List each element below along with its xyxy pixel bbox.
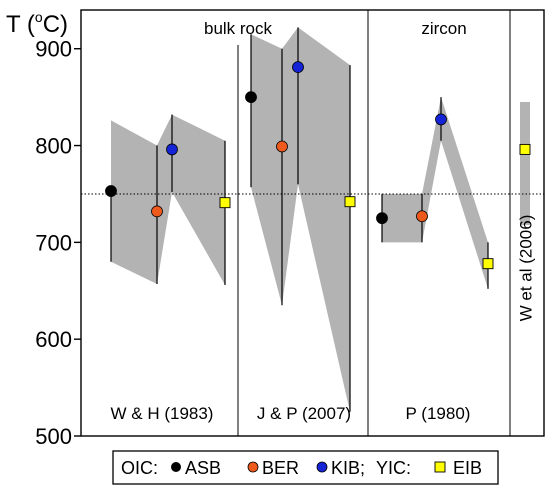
data-point-eib-panel-4	[519, 143, 531, 155]
legend-label-kib: KIB;	[331, 458, 365, 478]
group-label-2: zircon	[421, 19, 466, 38]
legend-label-ber: BER	[262, 458, 299, 478]
uncertainty-envelope-panel-1	[111, 114, 225, 285]
data-point-asb-panel-3	[376, 212, 388, 225]
text-layer: W & H (1983) J & P (2007) P (1980) W et al …	[35, 19, 535, 449]
legend-prefix-yic: YIC:	[376, 458, 411, 478]
plot-frame	[74, 9, 545, 437]
legend-marker-eib	[434, 461, 446, 473]
legend: OIC: ASB BER KIB; YIC: EIB	[112, 450, 499, 485]
data-point-kib-panel-3	[435, 113, 447, 126]
y-tick-label-900: 900	[35, 37, 72, 62]
legend-marker-kib	[316, 461, 328, 473]
data-point-asb-panel-2	[245, 91, 257, 104]
y-axis-title-superscript: o	[35, 9, 43, 25]
data-point-kib-panel-1	[166, 143, 178, 156]
y-tick-label-700: 700	[35, 230, 72, 255]
legend-prefix-oic: OIC:	[121, 458, 158, 478]
panel-label-3: P (1980)	[406, 404, 471, 423]
uncertainty-range-panel-4	[520, 101, 530, 225]
y-tick-label-500: 500	[35, 424, 72, 449]
legend-marker-asb	[171, 462, 181, 472]
y-tick-label-800: 800	[35, 134, 72, 159]
y-tick-label-600: 600	[35, 327, 72, 352]
data-point-asb-panel-1	[105, 185, 117, 197]
panel-label-1: W & H (1983)	[111, 404, 214, 423]
data-point-eib-panel-3	[482, 258, 494, 270]
y-axis-title: T (oC)	[6, 9, 68, 38]
y-axis-title-t: T (	[6, 11, 35, 38]
plot-border	[80, 9, 545, 437]
y-axis-title-unit: C)	[43, 11, 68, 38]
data-point-ber-panel-3	[416, 210, 428, 223]
group-label-1: bulk rock	[204, 19, 273, 38]
legend-label-eib: EIB	[453, 458, 482, 478]
data-point-layer	[105, 61, 531, 270]
legend-marker-ber	[247, 461, 259, 473]
legend-box	[112, 450, 499, 485]
envelope-layer	[111, 27, 530, 412]
data-point-kib-panel-2	[292, 61, 304, 74]
data-point-ber-panel-1	[151, 205, 163, 218]
data-point-eib-panel-2	[344, 196, 356, 208]
uncertainty-envelope-panel-3	[382, 97, 488, 289]
panel-label-4: W et al (2006)	[516, 215, 535, 322]
legend-label-asb: ASB	[185, 458, 221, 478]
data-point-ber-panel-2	[276, 140, 288, 153]
panel-label-2: J & P (2007)	[257, 404, 351, 423]
data-point-eib-panel-1	[219, 197, 231, 209]
uncertainty-envelope-panel-2	[251, 27, 350, 412]
